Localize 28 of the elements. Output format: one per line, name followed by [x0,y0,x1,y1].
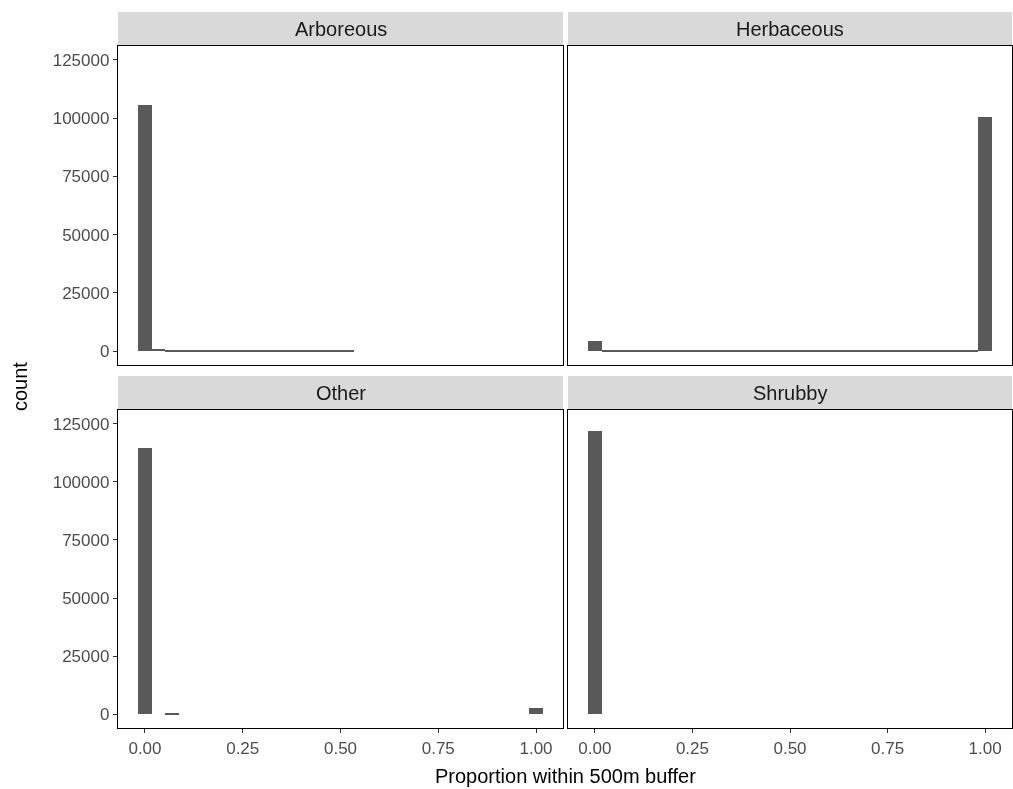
y-tick-label: 50000 [62,225,110,245]
y-tick-label: 100000 [52,109,110,129]
x-tick-label: 0.50 [323,738,358,758]
x-tick-label: 0.00 [128,738,162,758]
x-tick-label: 0.75 [870,738,905,758]
x-tick-label: 1.00 [968,738,1002,758]
x-tick-label: 0.50 [773,738,807,758]
y-tick-label: 50000 [62,588,110,608]
chart-title: Herbaceous [736,18,844,40]
x-tick-label: 0.75 [421,738,455,758]
y-tick-label: 125000 [52,414,110,434]
y-axis-title: count [9,361,31,411]
y-tick-label: 100000 [52,472,110,492]
y-tick-label: 75000 [62,167,110,187]
x-tick-label: 0.00 [578,738,612,758]
x-axis-title: Proportion within 500m buffer [435,765,697,787]
chart-title: Shrubby [753,382,828,404]
chart-title: Other [316,382,367,404]
y-tick-label: 25000 [62,283,110,303]
y-tick-label: 0 [99,705,110,725]
chart-title: Arboreous [295,18,388,40]
x-tick-label: 0.25 [675,738,710,758]
x-tick-label: 1.00 [519,738,553,758]
x-tick-label: 0.25 [226,738,260,758]
y-tick-label: 75000 [62,530,110,550]
y-tick-label: 25000 [62,646,110,666]
y-tick-label: 125000 [52,50,110,70]
y-tick-label: 0 [99,341,110,361]
